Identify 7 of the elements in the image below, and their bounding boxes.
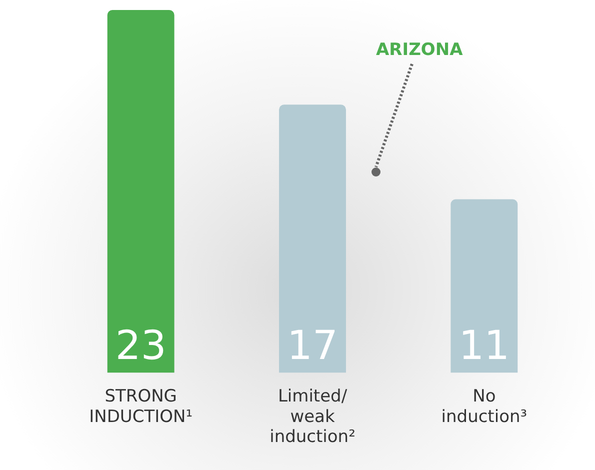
x-tick-label: STRONG INDUCTION¹ xyxy=(89,386,193,427)
annotation: ARIZONA xyxy=(376,40,463,60)
data-label: 23 xyxy=(115,323,166,370)
x-tick-label: Limited/ weak induction² xyxy=(270,386,356,448)
data-label: 17 xyxy=(287,323,338,370)
x-tick-label: No induction³ xyxy=(441,386,528,427)
data-label: 11 xyxy=(458,323,510,370)
